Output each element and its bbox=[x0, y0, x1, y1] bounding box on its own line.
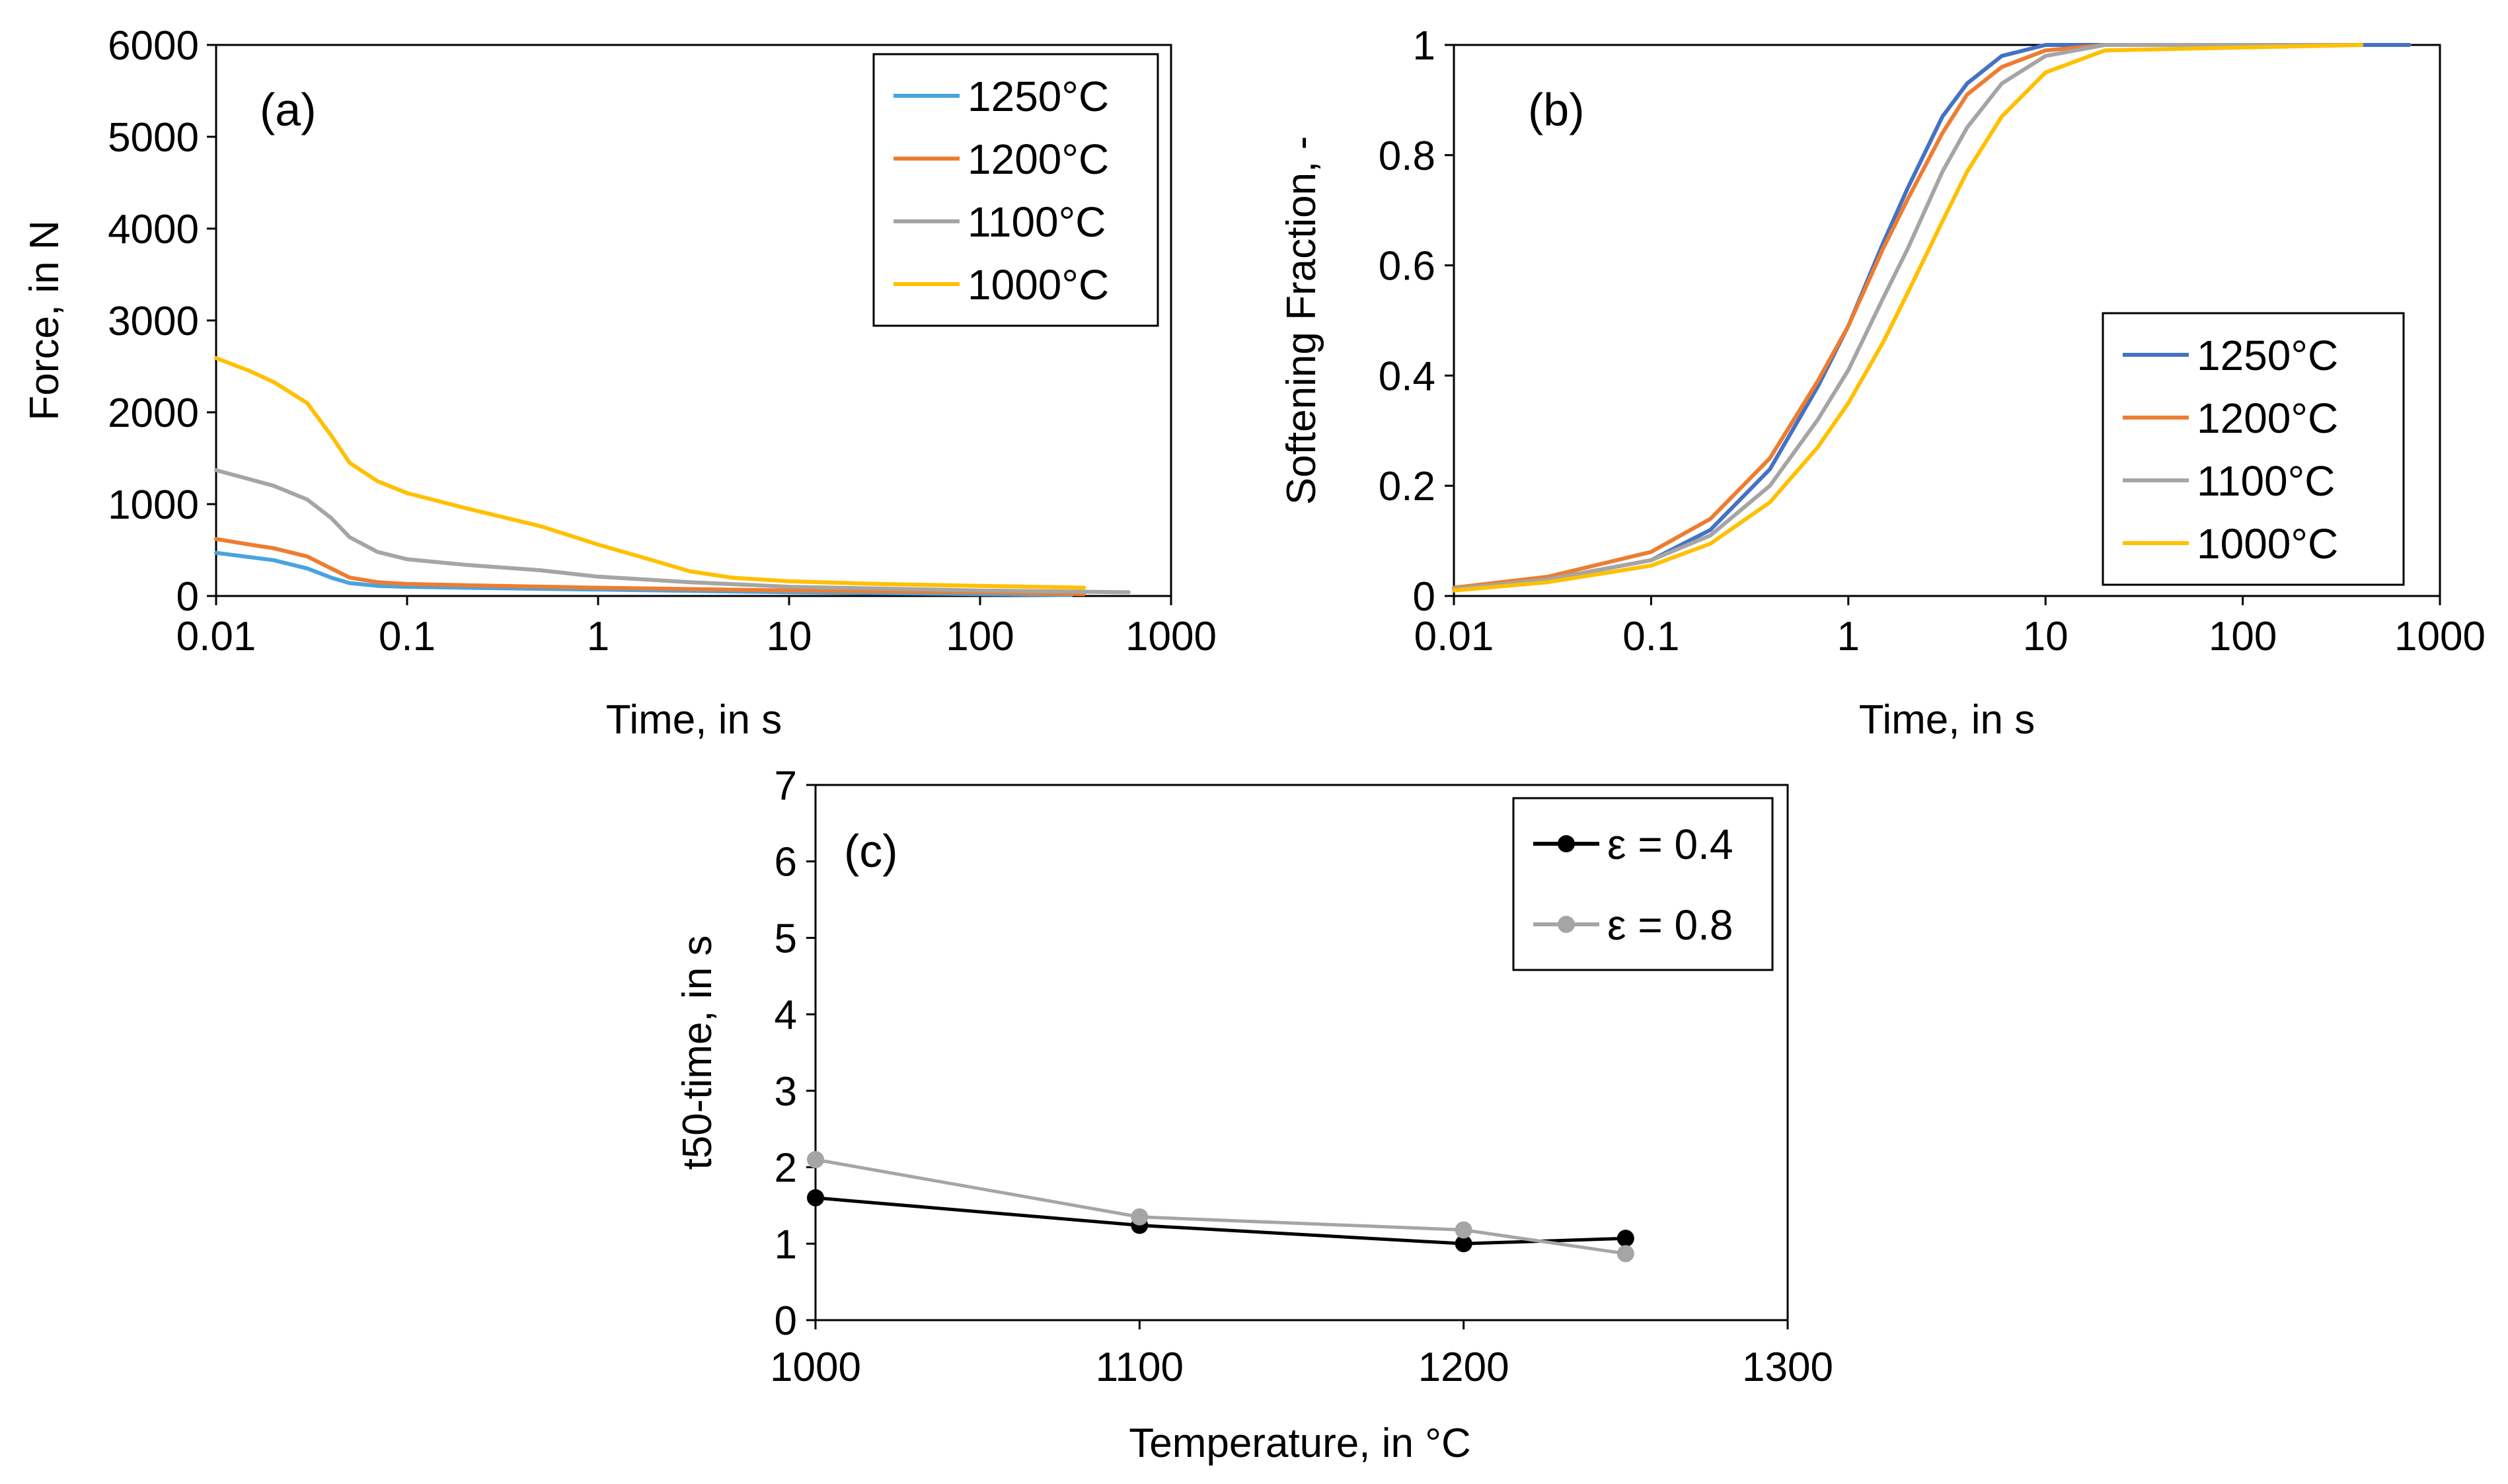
y-tick-label: 0 bbox=[775, 1298, 797, 1344]
y-tick-label: 0.8 bbox=[1379, 133, 1435, 179]
panel-c-t50-chart: 0 1 2 3 4 5 6 7 1000 1100 1200 1300 Temperature, in … bbox=[675, 763, 1833, 1466]
series-line-4 bbox=[1452, 43, 2364, 593]
y-tick-label: 0 bbox=[1413, 574, 1435, 620]
x-axis-title: Temperature, in °C bbox=[1129, 1421, 1471, 1466]
series-2-point bbox=[1455, 1221, 1472, 1239]
x-tick-label: 100 bbox=[946, 614, 1014, 659]
x-tick-label: 1200 bbox=[1418, 1345, 1509, 1390]
x-tick-label: 0.01 bbox=[176, 614, 256, 659]
y-tick-label: 4 bbox=[775, 992, 797, 1038]
y-tick-label: 1 bbox=[1413, 23, 1435, 69]
panel-label: (a) bbox=[260, 84, 317, 135]
x-axis-title: Time, in s bbox=[1859, 697, 2035, 743]
y-tick-label: 0.4 bbox=[1379, 353, 1435, 399]
series-2-point bbox=[807, 1151, 824, 1168]
legend-marker bbox=[1558, 835, 1575, 852]
legend-label: 1100°C bbox=[968, 198, 1106, 246]
x-tick-label: 10 bbox=[2023, 614, 2069, 659]
y-axis-title: Softening Fraction, - bbox=[1279, 136, 1324, 505]
y-axis-title: Force, in N bbox=[22, 220, 67, 420]
x-tick-label: 0.01 bbox=[1414, 614, 1494, 659]
y-axis-title: t50-time, in s bbox=[675, 936, 720, 1170]
y-tick-label: 7 bbox=[775, 763, 797, 809]
plot-frame bbox=[1453, 44, 2441, 597]
x-tick-label: 1300 bbox=[1742, 1345, 1833, 1390]
x-axis-title: Time, in s bbox=[606, 697, 782, 743]
legend-label: 1200°C bbox=[2197, 394, 2338, 442]
legend-box bbox=[2102, 312, 2405, 586]
panel-a-force-chart: 0 1000 2000 3000 4000 5000 6000 0.01 0.1 1 10 100 10… bbox=[22, 23, 1217, 743]
y-tick-label: 2000 bbox=[108, 390, 199, 436]
x-tick-label: 1000 bbox=[2394, 614, 2486, 659]
x-tick-label: 10 bbox=[767, 614, 812, 659]
series-line-2 bbox=[214, 537, 1086, 597]
y-tick-label: 2 bbox=[775, 1146, 797, 1191]
y-tick-label: 6000 bbox=[108, 23, 199, 69]
x-tick-label: 1100 bbox=[1096, 1345, 1184, 1390]
y-tick-label: 3000 bbox=[108, 299, 199, 344]
y-tick-label: 6 bbox=[775, 840, 797, 885]
legend-label: 1000°C bbox=[968, 261, 1109, 309]
y-tick-label: 0.6 bbox=[1379, 244, 1435, 289]
x-tick-label: 1 bbox=[1837, 614, 1860, 659]
y-tick-label: 3 bbox=[775, 1069, 797, 1115]
legend-label: 1200°C bbox=[968, 135, 1109, 183]
legend-box bbox=[1512, 797, 1774, 971]
legend-label: ε = 0.8 bbox=[1607, 901, 1733, 949]
x-tick-label: 0.1 bbox=[1622, 614, 1679, 659]
plot-frame bbox=[814, 784, 1789, 1321]
series-line-4 bbox=[214, 356, 1086, 590]
x-tick-label: 1000 bbox=[770, 1345, 861, 1390]
y-tick-label: 0.2 bbox=[1379, 464, 1435, 509]
y-tick-label: 5 bbox=[775, 916, 797, 961]
panel-b-softening-chart: 0 0.2 0.4 0.6 0.8 1 0.01 0.1 1 10 100 1000 Time, in … bbox=[1279, 23, 2486, 743]
y-tick-label: 0 bbox=[176, 574, 199, 620]
series-1-point bbox=[1616, 1230, 1634, 1247]
series-line-2 bbox=[1452, 43, 2364, 590]
legend-marker bbox=[1558, 916, 1575, 933]
series-1-point bbox=[1455, 1235, 1472, 1253]
panel-label: (c) bbox=[844, 825, 898, 877]
x-tick-label: 1 bbox=[587, 614, 609, 659]
x-tick-label: 1000 bbox=[1125, 614, 1217, 659]
x-tick-label: 0.1 bbox=[379, 614, 436, 659]
series-2-point bbox=[1131, 1208, 1149, 1226]
y-tick-label: 4000 bbox=[108, 207, 199, 252]
series-line-3 bbox=[214, 468, 1131, 595]
y-tick-label: 1 bbox=[775, 1222, 797, 1267]
legend-label: 1250°C bbox=[968, 73, 1109, 120]
legend-label: 1100°C bbox=[2197, 457, 2335, 505]
x-tick-label: 100 bbox=[2209, 614, 2277, 659]
y-tick-label: 1000 bbox=[108, 482, 199, 528]
y-tick-label: 5000 bbox=[108, 115, 199, 161]
legend-label: ε = 0.4 bbox=[1607, 821, 1733, 868]
series-1-point bbox=[807, 1189, 824, 1206]
panel-label: (b) bbox=[1528, 84, 1585, 135]
legend-label: 1000°C bbox=[2197, 520, 2338, 568]
series-2-point bbox=[1616, 1245, 1634, 1263]
series-line-2 bbox=[814, 1158, 1628, 1255]
legend-label: 1250°C bbox=[2197, 332, 2338, 379]
series-line-3 bbox=[1452, 43, 2364, 591]
legend-box bbox=[872, 53, 1159, 327]
